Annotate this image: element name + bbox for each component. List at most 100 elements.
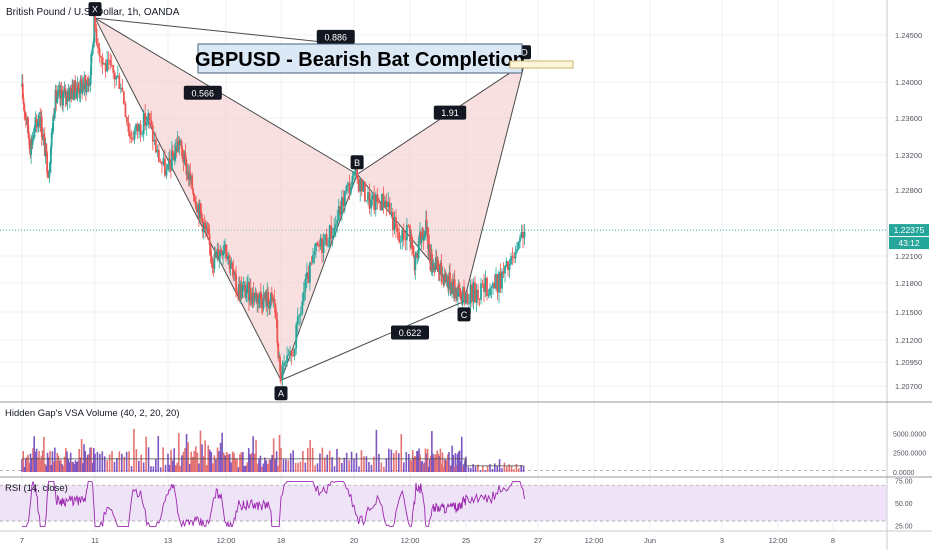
volume-bar [421, 460, 424, 472]
candle-body [174, 146, 177, 154]
pattern-point-badge [88, 2, 102, 17]
candle-body [274, 303, 277, 318]
candle-body [404, 238, 407, 241]
candle-body [199, 203, 202, 214]
candle-body [340, 197, 343, 216]
candle-body [477, 289, 479, 299]
candle-body [496, 274, 499, 293]
candle-body [242, 285, 245, 287]
candle-body [420, 239, 423, 244]
volume-bar [162, 447, 164, 472]
candle-body [263, 294, 266, 300]
volume-bar [439, 448, 442, 472]
candle-body [100, 56, 102, 58]
pattern-ratio-badge [316, 29, 355, 44]
volume-bar [219, 442, 222, 472]
volume-bar [264, 457, 266, 472]
pattern-ratio-label: 0.886 [324, 32, 347, 42]
candle-body [30, 140, 33, 156]
volume-tick-label: 0.0000 [893, 470, 915, 477]
volume-bar [224, 455, 227, 472]
candle-body [254, 292, 257, 296]
time-axis[interactable]: 7 11 13 12:00 18 20 12:00 25 27 12:00 Jun 3 12:00 8 [20, 536, 835, 545]
volume-bar [258, 458, 260, 472]
pattern-point-label: A [278, 389, 284, 399]
candle-body [449, 272, 451, 290]
volume-bar [314, 465, 316, 472]
candle-body [244, 285, 247, 298]
volume-bar [27, 454, 29, 472]
candle-body [167, 164, 169, 170]
annotation-box[interactable]: GBPUSD - Bearish Bat Completion [195, 43, 525, 74]
candle-body [373, 194, 376, 210]
volume-bar [61, 464, 63, 472]
candle-body [248, 287, 251, 301]
volume-bar [142, 462, 145, 472]
candle-body [267, 292, 270, 303]
candle-body [89, 75, 92, 86]
candle-body [132, 138, 134, 140]
volume-bar [21, 459, 23, 472]
candle-body [182, 159, 185, 163]
candle-body [107, 59, 110, 61]
candle-body [46, 152, 48, 173]
candle-body [212, 266, 215, 269]
candle-body [92, 41, 95, 46]
volume-bar [72, 461, 74, 472]
candle-body [133, 130, 136, 140]
rsi-pane[interactable]: 75.00 50.00 25.00 [0, 479, 913, 531]
volume-bar [414, 456, 416, 472]
candle-body [402, 229, 405, 239]
volume-bar [467, 466, 470, 472]
volume-bar [360, 450, 363, 472]
candle-body [118, 75, 121, 89]
candle-body [192, 189, 195, 194]
candle-body [35, 119, 38, 123]
candle-body [235, 274, 237, 293]
volume-bar [181, 455, 183, 472]
volume-bar [138, 460, 140, 472]
pattern-leg-xb [94, 17, 358, 175]
time-tick-label: 12:00 [585, 536, 604, 545]
volume-bar [417, 451, 419, 472]
volume-bars[interactable]: 5000.0000 2500.0000 0.0000 [0, 428, 926, 477]
volume-bar [85, 457, 88, 472]
volume-bar [336, 448, 338, 472]
volume-bar [358, 466, 360, 472]
volume-bar [178, 433, 180, 472]
candle-body [377, 202, 380, 204]
candle-body [91, 45, 94, 54]
candle-body [215, 252, 218, 258]
candle-series[interactable] [21, 4, 526, 390]
candle-body [241, 286, 244, 298]
candle-body [421, 233, 423, 240]
volume-bar [41, 450, 44, 472]
pattern-triangle-xab [95, 18, 358, 381]
candle-body [80, 78, 83, 82]
price-axis[interactable]: 1.20700 1.20950 1.21200 1.21500 1.21800 1.221… [895, 31, 922, 391]
time-tick-label: 8 [831, 536, 835, 545]
target-zone-box[interactable] [509, 60, 574, 69]
candle-body [94, 12, 96, 29]
candle-body [265, 291, 268, 307]
volume-bar [51, 451, 54, 472]
volume-bar [306, 448, 309, 472]
candle-body [259, 293, 261, 299]
candle-body [233, 272, 236, 275]
candle-body [95, 28, 98, 44]
rsi-tick-label: 75.00 [895, 479, 913, 486]
candle-body [354, 168, 357, 173]
candle-body [451, 281, 453, 294]
candle-body [203, 223, 206, 226]
candle-body [154, 139, 157, 153]
candle-body [492, 283, 494, 288]
volume-bar [90, 447, 93, 472]
volume-bar [390, 449, 393, 472]
candle-body [425, 219, 428, 229]
volume-bar [428, 458, 431, 472]
candle-body [319, 238, 322, 247]
candle-body [310, 262, 313, 264]
volume-bar [426, 448, 429, 472]
